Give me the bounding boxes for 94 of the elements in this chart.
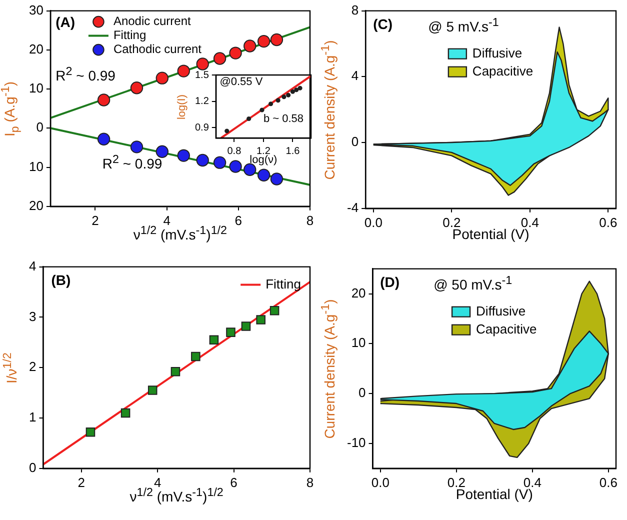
y-tick-label: 1 (28, 410, 36, 425)
point (209, 335, 219, 345)
point (177, 149, 190, 162)
point (256, 315, 266, 324)
legend-label: Diffusive (472, 45, 522, 60)
point (270, 172, 284, 186)
y-tick-label: 0 (358, 385, 366, 400)
x-tick-label: 1.2 (256, 146, 271, 157)
point (196, 58, 209, 70)
point (97, 94, 110, 106)
legend-label: Anodic current (113, 14, 192, 28)
annotation: @ 5 mV.s$^{-1}$ (428, 16, 499, 35)
y-tick-label: -10 (346, 435, 366, 450)
y-tick-label: 30 (28, 2, 44, 18)
point (196, 154, 209, 167)
y-tick-label: 0 (28, 460, 36, 475)
y-tick-label: 0 (351, 134, 359, 150)
x-tick-label: 0.8 (227, 146, 242, 157)
point (226, 328, 236, 337)
point (257, 34, 270, 48)
x-tick-label: 0.0 (364, 214, 382, 230)
y-tick-label: 0.9 (194, 122, 210, 134)
x-tick-label: 0.0 (371, 474, 390, 490)
point (156, 145, 168, 158)
annotation: @ 50 mV.s$^{-1}$ (434, 274, 512, 293)
point (229, 160, 242, 173)
y-tick-label: 10 (351, 335, 366, 350)
x-tick-label: 8 (306, 212, 314, 228)
point (294, 88, 299, 92)
point (257, 168, 270, 182)
point (244, 40, 256, 52)
y-tick-label: 1.2 (194, 96, 210, 107)
point (191, 352, 200, 362)
legend-label: Fitting (266, 276, 302, 292)
y-tick-label: -4 (346, 200, 359, 215)
y-tick-label: 10 (28, 80, 44, 96)
point (120, 408, 130, 418)
point (170, 366, 180, 376)
point (246, 116, 252, 122)
annotation: (D) (380, 274, 400, 290)
y-tick-label: 10 (28, 158, 44, 174)
point (148, 386, 158, 395)
point (298, 86, 302, 90)
x-axis-title: log(ν) (250, 154, 278, 166)
annotation: (B) (51, 272, 71, 288)
x-tick-label: 6 (230, 474, 238, 490)
x-tick-label: 0.6 (599, 214, 618, 230)
y-tick-label: 2 (28, 359, 36, 374)
legend-label: Fitting (113, 28, 146, 42)
x-tick-label: 0.6 (599, 474, 618, 490)
legend-label: Capacitive (472, 63, 534, 78)
point (213, 52, 226, 65)
point (290, 89, 296, 94)
point (276, 98, 280, 103)
annotation: @0.55 V (220, 76, 263, 88)
y-tick-label: 3 (28, 308, 36, 324)
point (286, 92, 291, 98)
x-tick-label: 6 (234, 212, 242, 228)
x-tick-label: 2 (78, 474, 85, 490)
point (229, 46, 242, 60)
point (86, 427, 96, 437)
annotation: R$^{2}$ ~ 0.99 (56, 64, 116, 84)
annotation: (A) (56, 14, 76, 30)
y-tick-label: 0 (36, 120, 44, 135)
y-tick-label: 1.5 (194, 70, 210, 81)
annotation: R$^{2}$ ~ 0.99 (102, 152, 162, 172)
point (270, 306, 280, 316)
y-tick-label: 20 (28, 42, 44, 56)
x-tick-label: 8 (306, 474, 314, 490)
point (268, 102, 274, 106)
point (282, 94, 286, 100)
annotation: (C) (373, 16, 392, 32)
point (130, 82, 144, 94)
y-tick-label: 4 (351, 68, 359, 84)
point (213, 156, 226, 169)
legend-label: Capacitive (476, 321, 537, 336)
legend-label: Diffusive (476, 303, 526, 318)
annotation: b ~ 0.58 (263, 112, 304, 125)
point (177, 64, 190, 78)
point (260, 108, 264, 112)
point (270, 33, 284, 46)
point (130, 140, 144, 154)
x-tick-label: 2 (92, 212, 99, 228)
legend-label: Cathodic current (113, 42, 202, 56)
point (224, 128, 230, 134)
x-tick-label: 1.6 (286, 146, 300, 157)
y-tick-label: 4 (28, 258, 36, 274)
y-tick-label: 8 (351, 2, 359, 18)
point (156, 72, 168, 84)
point (97, 132, 110, 146)
y-tick-label: 20 (28, 198, 44, 213)
y-axis-title: log(I) (176, 94, 188, 120)
y-tick-label: 20 (351, 285, 366, 300)
point (241, 322, 251, 331)
